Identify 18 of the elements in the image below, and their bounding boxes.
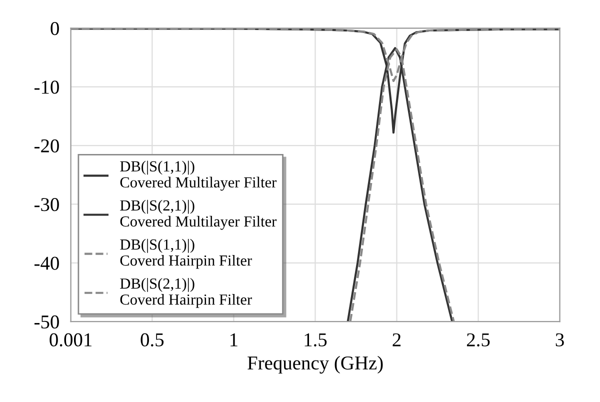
y-tick-label: 0 xyxy=(50,22,59,36)
x-axis-title: Frequency (GHz) xyxy=(248,356,383,374)
y-tick-label: -40 xyxy=(34,256,59,270)
legend-label: DB(|S(2,1)|) Coverd Hairpin Filter xyxy=(120,278,252,308)
legend-label: DB(|S(2,1)|) Covered Multilayer Filter xyxy=(120,200,277,230)
y-tick-label: -10 xyxy=(34,80,59,94)
x-tick-label: 0.001 xyxy=(50,333,92,346)
x-tick-label: 0.5 xyxy=(140,333,164,346)
legend-label: DB(|S(1,1)|) Covered Multilayer Filter xyxy=(120,160,277,191)
x-tick-label: 2 xyxy=(392,333,401,346)
x-tick-label: 2.5 xyxy=(466,333,490,346)
y-tick-label: -50 xyxy=(34,315,59,329)
y-tick-label: -20 xyxy=(34,139,59,152)
x-tick-label: 1.5 xyxy=(304,333,327,346)
y-tick-label: -30 xyxy=(34,198,59,212)
x-tick-label: 3 xyxy=(556,333,564,346)
x-tick-label: 1 xyxy=(230,333,238,346)
legend-label: DB(|S(1,1)|) Coverd Hairpin Filter xyxy=(120,238,252,269)
